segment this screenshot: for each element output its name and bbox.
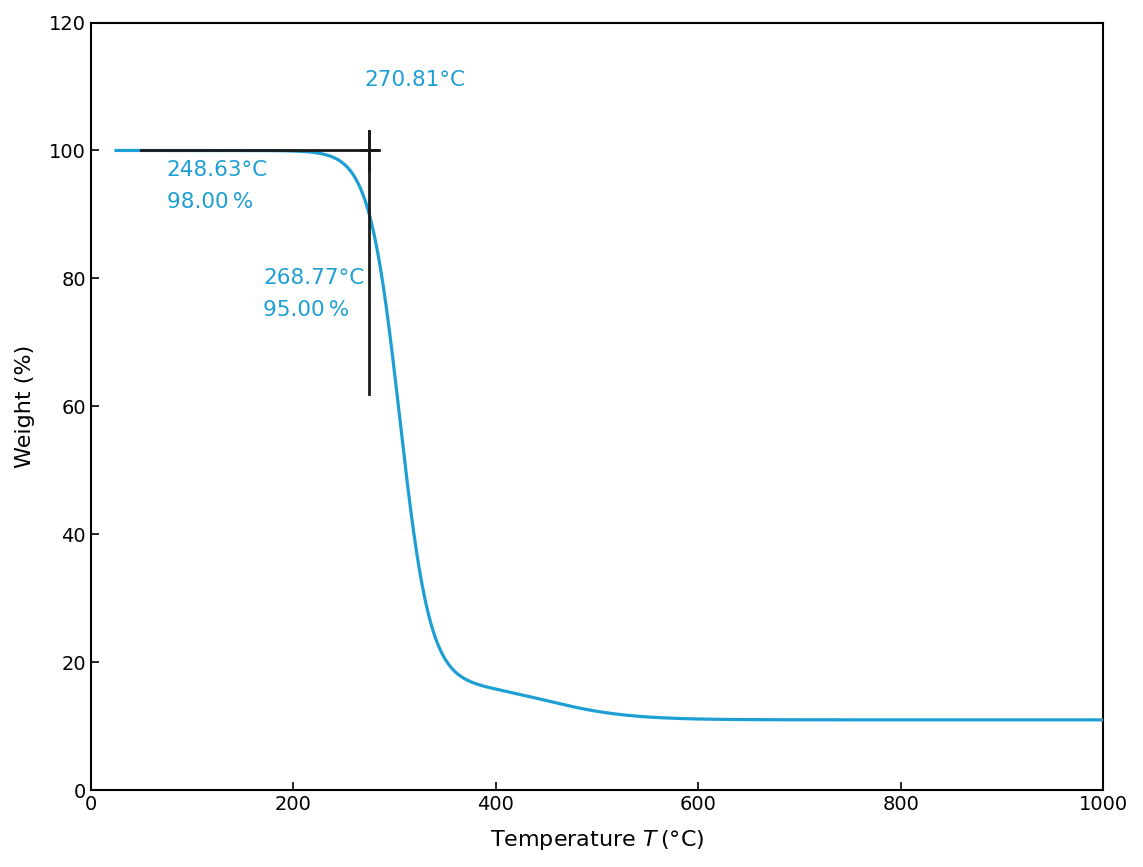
Text: 270.81°C: 270.81°C — [365, 70, 465, 90]
Text: 95.00 %: 95.00 % — [263, 300, 349, 321]
Text: 248.63°C: 248.63°C — [167, 160, 267, 179]
Y-axis label: Weight (%): Weight (%) — [15, 345, 35, 468]
Text: 98.00 %: 98.00 % — [167, 192, 253, 212]
Text: 268.77°C: 268.77°C — [263, 269, 365, 289]
X-axis label: Temperature $T$ (°C): Temperature $T$ (°C) — [490, 828, 704, 852]
